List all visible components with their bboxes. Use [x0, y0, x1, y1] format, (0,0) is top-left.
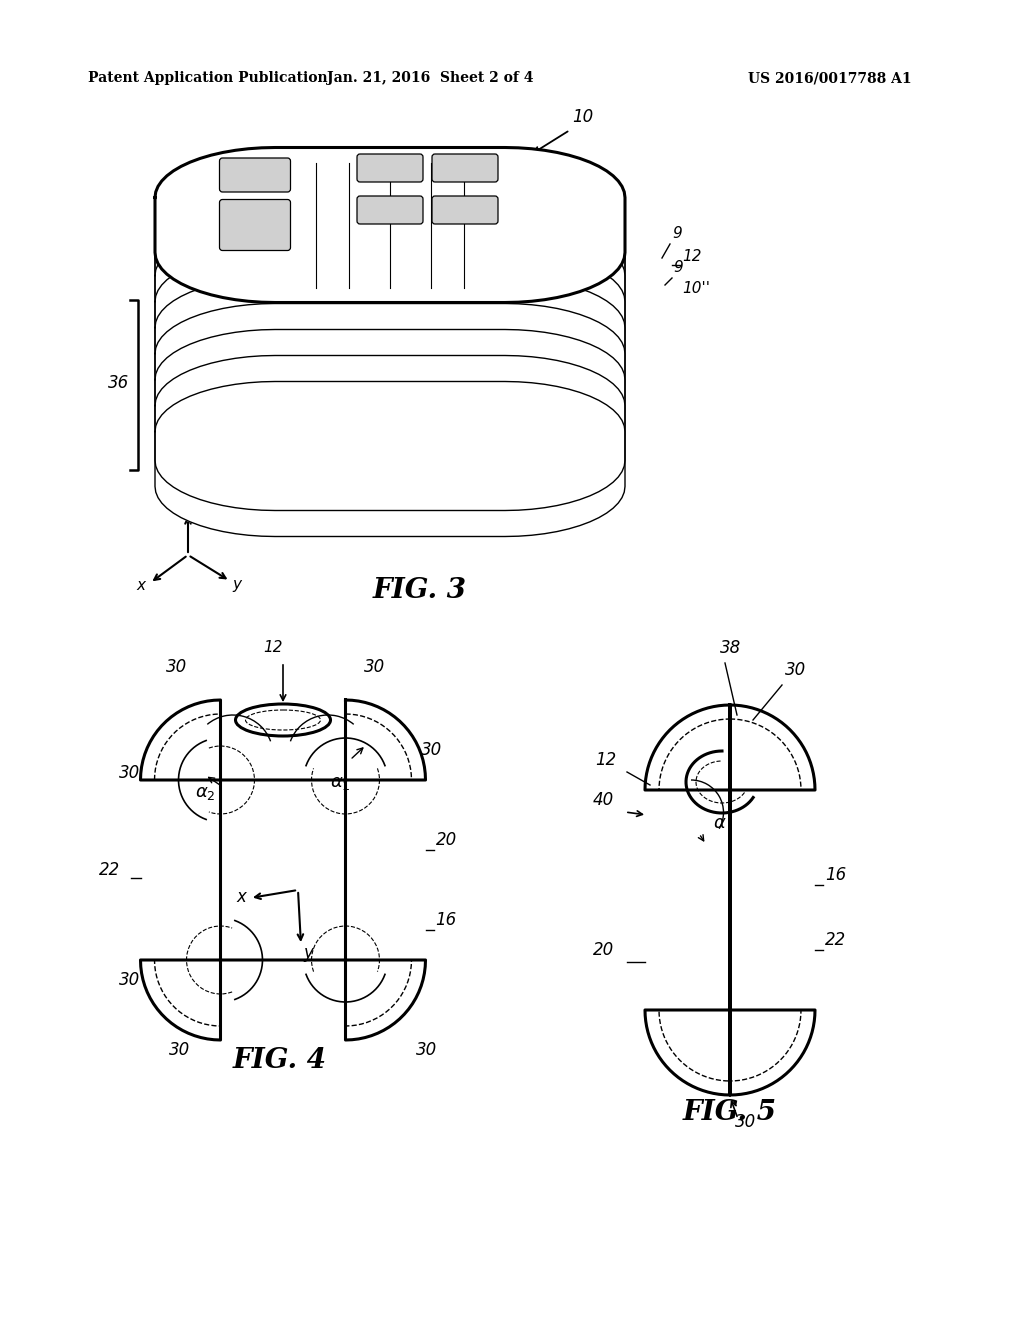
Text: 20: 20	[593, 941, 614, 960]
Polygon shape	[645, 705, 815, 1096]
Text: $\alpha_2$: $\alpha_2$	[195, 784, 216, 803]
Text: 22: 22	[825, 931, 846, 949]
Polygon shape	[155, 226, 625, 380]
Text: 30: 30	[785, 661, 806, 678]
Text: FIG. 3: FIG. 3	[373, 577, 467, 605]
Text: $\alpha_1$: $\alpha_1$	[330, 774, 351, 792]
Text: 30: 30	[119, 764, 139, 781]
Text: x: x	[136, 578, 145, 593]
Polygon shape	[155, 173, 625, 329]
Ellipse shape	[501, 358, 539, 378]
Text: 22: 22	[98, 861, 120, 879]
Text: 12: 12	[263, 640, 283, 655]
Text: z: z	[190, 492, 198, 508]
Text: 9: 9	[672, 226, 682, 242]
Polygon shape	[155, 148, 625, 302]
Polygon shape	[140, 700, 426, 1040]
Text: 12: 12	[440, 327, 460, 343]
Text: 10'': 10''	[682, 281, 710, 296]
Text: US 2016/0017788 A1: US 2016/0017788 A1	[748, 71, 911, 84]
Text: 8: 8	[358, 442, 369, 459]
Text: 30: 30	[735, 1113, 757, 1131]
Text: FIG. 5: FIG. 5	[683, 1100, 777, 1126]
Text: 20: 20	[435, 832, 457, 849]
Text: Patent Application Publication: Patent Application Publication	[88, 71, 328, 84]
Text: 38: 38	[720, 639, 741, 657]
Text: 30: 30	[416, 1041, 437, 1059]
Polygon shape	[155, 304, 625, 458]
Polygon shape	[155, 277, 625, 433]
Text: 10: 10	[572, 108, 593, 125]
Ellipse shape	[236, 704, 331, 737]
Text: y: y	[232, 577, 241, 591]
Polygon shape	[155, 381, 625, 536]
Text: 16: 16	[435, 911, 457, 929]
FancyBboxPatch shape	[432, 154, 498, 182]
Text: 30: 30	[169, 1041, 189, 1059]
FancyBboxPatch shape	[357, 195, 423, 224]
Polygon shape	[155, 199, 625, 355]
Text: 16: 16	[825, 866, 846, 884]
Polygon shape	[155, 355, 625, 511]
Text: 12: 12	[682, 249, 701, 264]
Text: 30: 30	[166, 657, 186, 676]
FancyBboxPatch shape	[432, 195, 498, 224]
FancyBboxPatch shape	[357, 154, 423, 182]
Text: x: x	[236, 888, 246, 906]
Text: $\alpha$: $\alpha$	[713, 813, 727, 832]
FancyBboxPatch shape	[219, 199, 291, 251]
Text: 8: 8	[393, 309, 403, 327]
Text: 36: 36	[108, 374, 129, 392]
Text: Jan. 21, 2016  Sheet 2 of 4: Jan. 21, 2016 Sheet 2 of 4	[327, 71, 534, 84]
Text: 40: 40	[593, 791, 614, 809]
Text: 30: 30	[421, 741, 441, 759]
FancyBboxPatch shape	[219, 158, 291, 191]
Text: FIG. 4: FIG. 4	[233, 1047, 327, 1074]
Polygon shape	[155, 252, 625, 407]
Text: y: y	[303, 944, 313, 962]
Text: 30: 30	[364, 657, 385, 676]
Polygon shape	[155, 330, 625, 484]
Text: 12: 12	[595, 751, 616, 770]
Text: 30: 30	[119, 972, 139, 989]
Text: 9: 9	[673, 260, 683, 275]
